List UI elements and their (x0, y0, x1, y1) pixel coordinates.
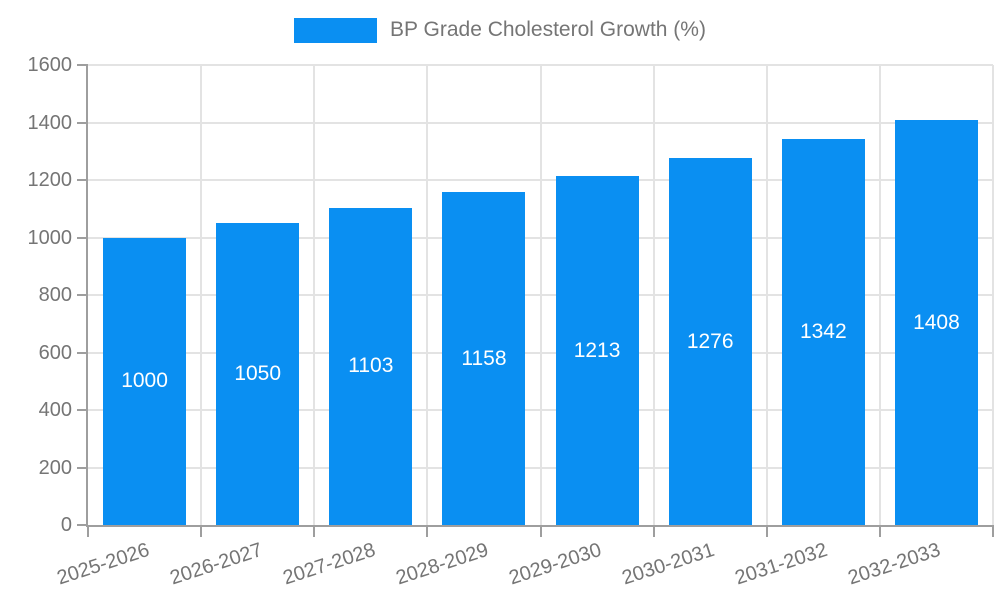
x-axis-tick (878, 525, 881, 537)
x-axis-tick (87, 525, 89, 537)
bar: 1213 (555, 176, 639, 525)
x-axis-line (86, 525, 993, 527)
gridline-vertical (313, 65, 316, 525)
x-axis-tick (765, 525, 768, 537)
bar: 1050 (216, 223, 300, 525)
y-axis-tick (77, 294, 88, 296)
legend-label: BP Grade Cholesterol Growth (%) (390, 18, 706, 41)
y-axis-label: 200 (38, 456, 72, 479)
x-axis-tick (539, 525, 542, 537)
gridline-vertical (878, 65, 881, 525)
y-axis-tick (77, 466, 88, 469)
bar: 1158 (442, 192, 526, 525)
bar: 1342 (781, 139, 865, 525)
y-axis-tick (77, 236, 88, 239)
x-axis-tick (313, 525, 316, 537)
y-axis-tick (77, 64, 88, 66)
gridline-vertical (652, 65, 655, 525)
bar: 1000 (103, 237, 187, 525)
gridline-vertical (765, 65, 768, 525)
gridline-vertical (200, 65, 203, 525)
y-axis-tick (77, 179, 88, 181)
gridline-vertical (426, 65, 429, 525)
y-axis-label: 1600 (27, 54, 73, 76)
y-axis-label: 1200 (27, 169, 73, 191)
bar-value-label: 1408 (913, 310, 960, 334)
bar-value-label: 1276 (686, 329, 734, 353)
bar-value-label: 1103 (348, 354, 394, 378)
y-axis-label: 0 (60, 514, 72, 536)
bar: 1408 (894, 120, 978, 525)
y-axis-line (86, 65, 88, 525)
x-axis-tick (426, 525, 429, 537)
bar: 1276 (668, 158, 752, 525)
legend-swatch (294, 17, 378, 43)
bar-value-label: 1158 (461, 346, 507, 370)
x-axis-tick (652, 525, 655, 537)
y-axis-tick (77, 351, 88, 354)
gridline-vertical (539, 65, 542, 525)
y-axis-tick (77, 121, 88, 124)
y-axis-label: 1000 (27, 226, 73, 249)
bar-value-label: 1000 (121, 369, 168, 393)
y-axis-label: 1400 (27, 111, 73, 134)
y-axis-label: 800 (38, 284, 72, 306)
x-axis-tick (200, 525, 203, 537)
bar-value-label: 1342 (799, 320, 847, 344)
legend: BP Grade Cholesterol Growth (%) (0, 16, 1000, 44)
x-axis-tick (992, 525, 994, 537)
y-axis-tick (77, 524, 88, 526)
bar: 1103 (329, 207, 413, 525)
bar-value-label: 1213 (573, 338, 621, 362)
y-axis-tick (77, 409, 88, 411)
y-axis-label: 400 (38, 399, 72, 421)
bar-value-label: 1050 (234, 362, 282, 386)
gridline-vertical (992, 65, 994, 525)
y-axis-label: 600 (38, 341, 72, 364)
